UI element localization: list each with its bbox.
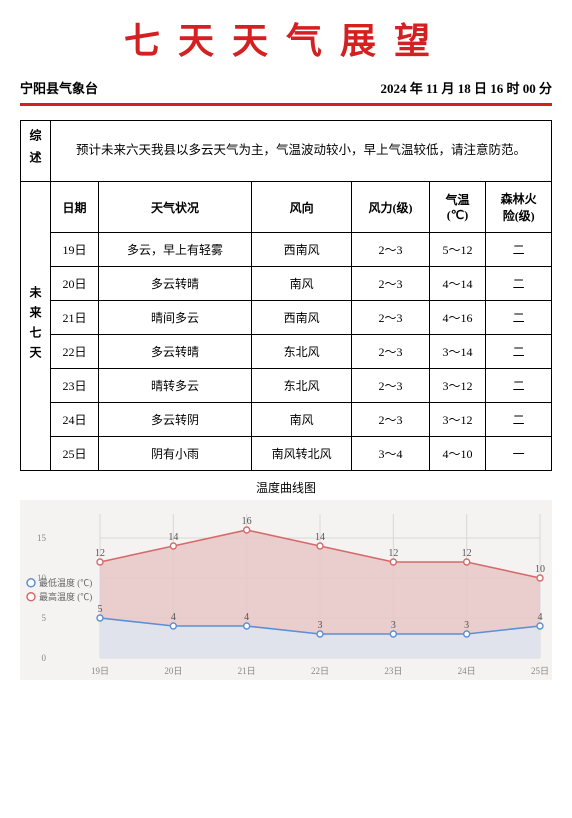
cell-temp: 3～14 (429, 335, 486, 369)
svg-text:最高温度 (℃): 最高温度 (℃) (39, 591, 92, 602)
table-row: 23日晴转多云东北风2～33～12二 (21, 369, 552, 403)
svg-text:4: 4 (244, 612, 249, 623)
svg-text:5: 5 (42, 613, 47, 623)
svg-text:最低温度 (℃): 最低温度 (℃) (39, 577, 92, 588)
svg-text:0: 0 (42, 653, 47, 663)
cell-cond: 多云转晴 (99, 335, 252, 369)
section-label: 未来七天 (21, 182, 51, 471)
cell-windlvl: 3～4 (352, 437, 429, 471)
cell-cond: 多云，早上有轻雾 (99, 233, 252, 267)
col-winddir: 风向 (251, 182, 351, 233)
cell-date: 19日 (51, 233, 99, 267)
cell-fire: 二 (486, 233, 552, 267)
cell-temp: 4～16 (429, 301, 486, 335)
cell-fire: 二 (486, 335, 552, 369)
cell-winddir: 南风 (251, 267, 351, 301)
cell-fire: 二 (486, 403, 552, 437)
cell-temp: 4～14 (429, 267, 486, 301)
cell-winddir: 西南风 (251, 301, 351, 335)
cell-temp: 4～10 (429, 437, 486, 471)
cell-windlvl: 2～3 (352, 403, 429, 437)
cell-cond: 多云转阴 (99, 403, 252, 437)
table-row: 22日多云转晴东北风2～33～14二 (21, 335, 552, 369)
svg-text:3: 3 (391, 620, 396, 631)
cell-winddir: 西南风 (251, 233, 351, 267)
col-fire: 森林火 险(级) (486, 182, 552, 233)
cell-date: 21日 (51, 301, 99, 335)
station-name: 宁阳县气象台 (20, 78, 98, 97)
table-row: 20日多云转晴南风2～34～14二 (21, 267, 552, 301)
cell-fire: 二 (486, 267, 552, 301)
cell-windlvl: 2～3 (352, 369, 429, 403)
page-title: 七天天气展望 (20, 12, 552, 64)
chart-section: 温度曲线图 0 5 10 15 19日 20日 21日 22日 23日 24日 25日 12 14 16 1… (20, 475, 552, 680)
svg-text:23日: 23日 (384, 666, 402, 676)
cell-windlvl: 2～3 (352, 301, 429, 335)
cell-fire: 一 (486, 437, 552, 471)
cell-winddir: 东北风 (251, 369, 351, 403)
summary-row: 综述 预计未来六天我县以多云天气为主，气温波动较小，早上气温较低，请注意防范。 (21, 121, 552, 182)
cell-windlvl: 2～3 (352, 233, 429, 267)
svg-text:3: 3 (318, 620, 323, 631)
cell-date: 20日 (51, 267, 99, 301)
table-row: 25日阴有小雨南风转北风3～44～10一 (21, 437, 552, 471)
table-row: 21日晴间多云西南风2～34～16二 (21, 301, 552, 335)
svg-text:19日: 19日 (91, 666, 109, 676)
cell-winddir: 南风转北风 (251, 437, 351, 471)
col-temp: 气温 (℃) (429, 182, 486, 233)
svg-text:12: 12 (388, 548, 398, 559)
header-row: 宁阳县气象台 2024 年 11 月 18 日 16 时 00 分 (20, 74, 552, 106)
svg-text:3: 3 (464, 620, 469, 631)
cell-windlvl: 2～3 (352, 267, 429, 301)
cell-temp: 3～12 (429, 369, 486, 403)
cell-cond: 晴转多云 (99, 369, 252, 403)
svg-text:16: 16 (242, 516, 252, 527)
chart-title: 温度曲线图 (20, 475, 552, 500)
cell-date: 24日 (51, 403, 99, 437)
cell-windlvl: 2～3 (352, 335, 429, 369)
svg-text:14: 14 (315, 532, 325, 543)
cell-temp: 3～12 (429, 403, 486, 437)
svg-text:22日: 22日 (311, 666, 329, 676)
svg-text:12: 12 (462, 548, 472, 559)
cell-winddir: 东北风 (251, 335, 351, 369)
col-date: 日期 (51, 182, 99, 233)
cell-date: 25日 (51, 437, 99, 471)
svg-text:10: 10 (535, 564, 545, 575)
temperature-chart: 05101519日20日21日22日23日24日25日1214161412121… (20, 500, 552, 680)
cell-date: 22日 (51, 335, 99, 369)
cell-winddir: 南风 (251, 403, 351, 437)
table-header-row: 未来七天 日期 天气状况 风向 风力(级) 气温 (℃) 森林火 险(级) (21, 182, 552, 233)
table-row: 24日多云转阴南风2～33～12二 (21, 403, 552, 437)
svg-text:12: 12 (95, 548, 105, 559)
col-cond: 天气状况 (99, 182, 252, 233)
cell-temp: 5～12 (429, 233, 486, 267)
svg-text:4: 4 (538, 612, 543, 623)
cell-cond: 阴有小雨 (99, 437, 252, 471)
svg-text:14: 14 (168, 532, 178, 543)
svg-text:24日: 24日 (458, 666, 476, 676)
cell-cond: 晴间多云 (99, 301, 252, 335)
summary-label: 综述 (21, 121, 51, 182)
summary-text: 预计未来六天我县以多云天气为主，气温波动较小，早上气温较低，请注意防范。 (51, 121, 552, 182)
cell-date: 23日 (51, 369, 99, 403)
chart-box: 05101519日20日21日22日23日24日25日1214161412121… (20, 500, 552, 680)
svg-text:21日: 21日 (238, 666, 256, 676)
svg-text:5: 5 (98, 604, 103, 615)
issued-time: 2024 年 11 月 18 日 16 时 00 分 (380, 78, 552, 97)
forecast-table: 综述 预计未来六天我县以多云天气为主，气温波动较小，早上气温较低，请注意防范。 … (20, 120, 552, 471)
svg-text:25日: 25日 (531, 666, 549, 676)
svg-text:15: 15 (37, 533, 47, 543)
svg-text:4: 4 (171, 612, 176, 623)
table-row: 19日多云，早上有轻雾西南风2～35～12二 (21, 233, 552, 267)
cell-fire: 二 (486, 301, 552, 335)
cell-fire: 二 (486, 369, 552, 403)
col-windlvl: 风力(级) (352, 182, 429, 233)
svg-text:20日: 20日 (164, 666, 182, 676)
cell-cond: 多云转晴 (99, 267, 252, 301)
